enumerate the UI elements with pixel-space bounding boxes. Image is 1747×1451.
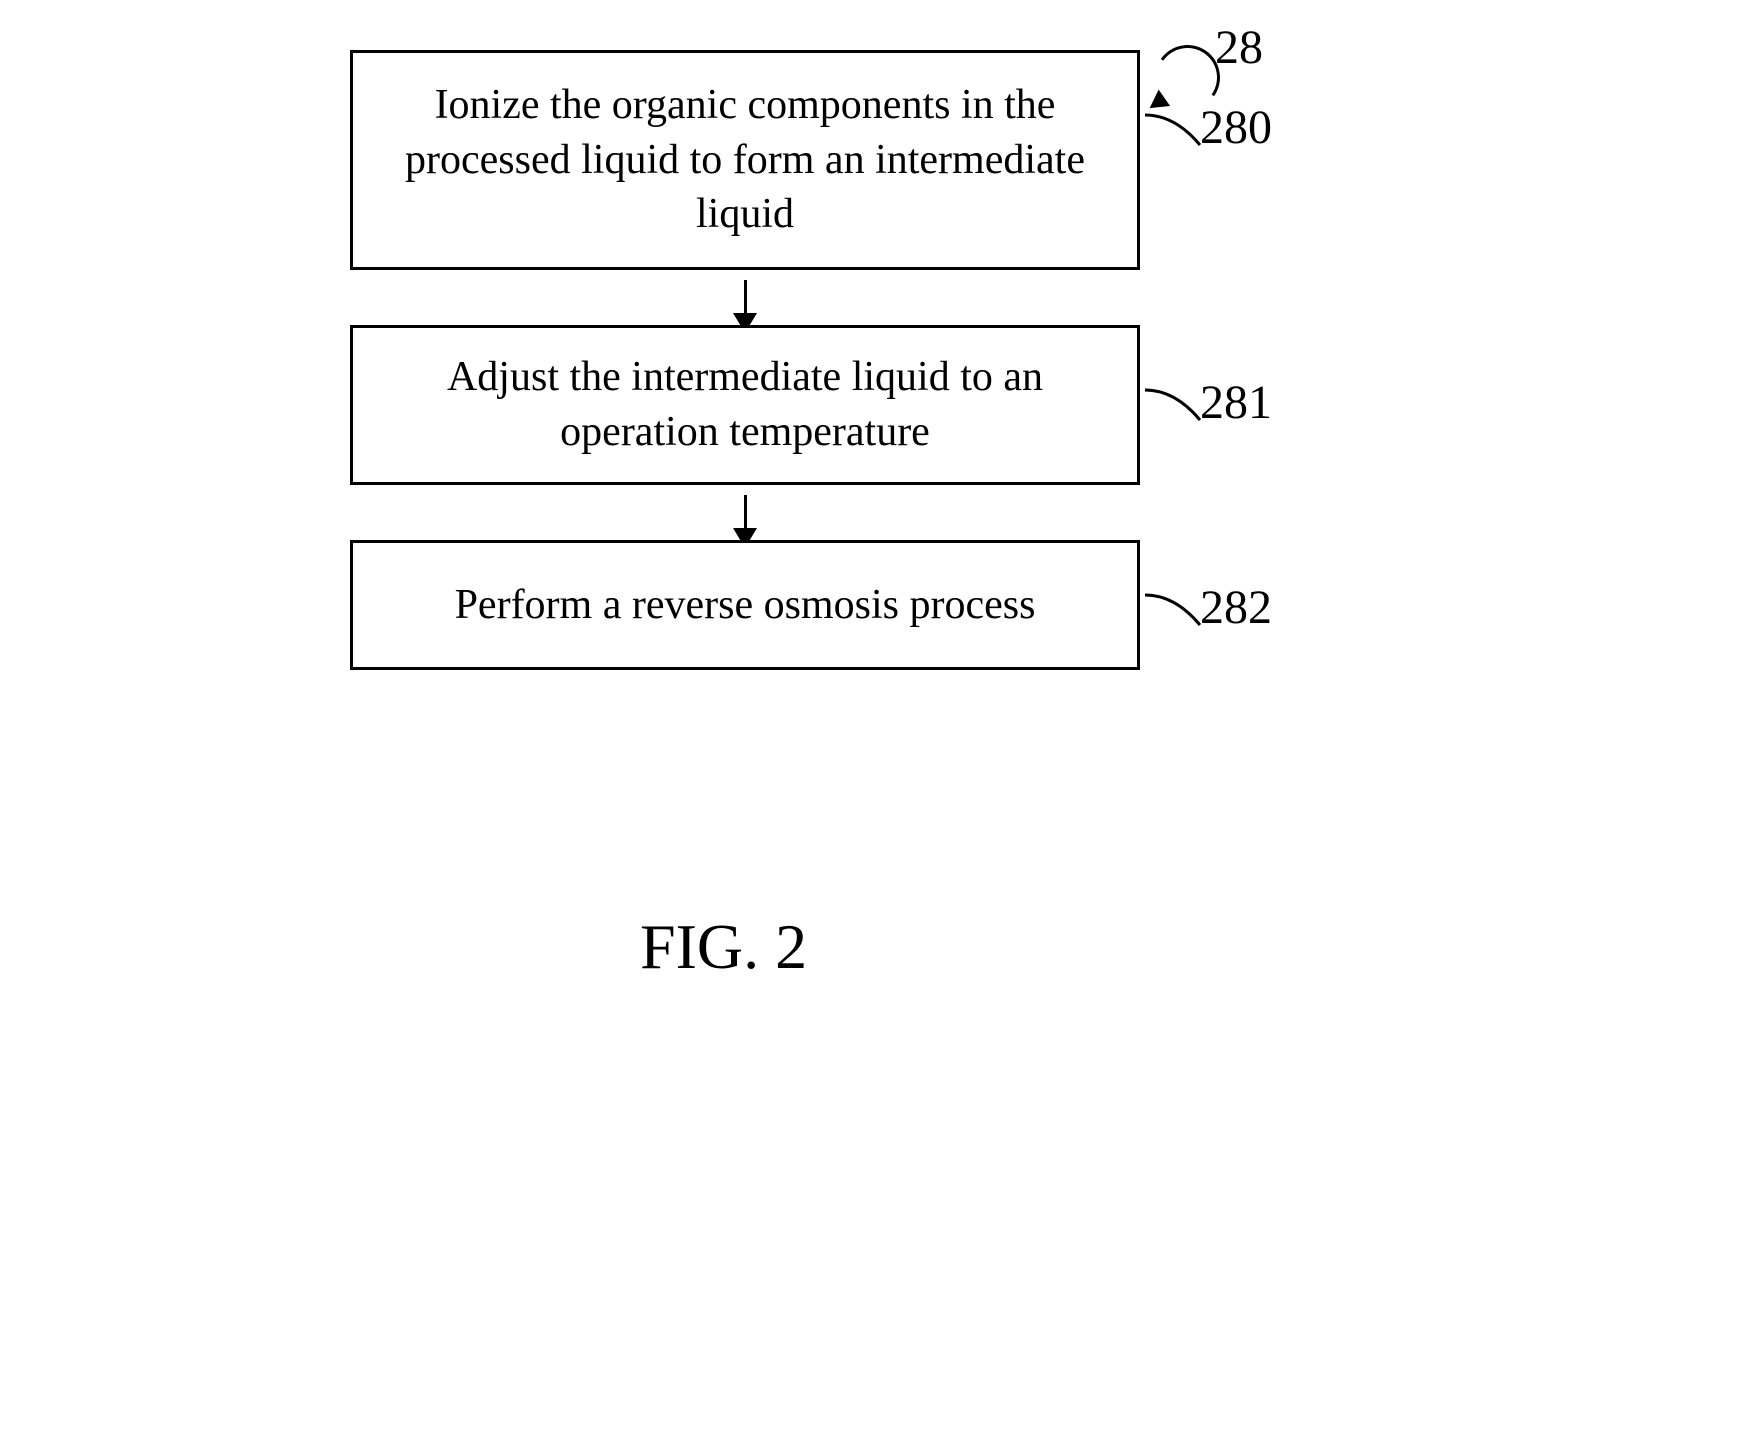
leader-curve-282 bbox=[1140, 590, 1210, 640]
arrow-down-icon bbox=[744, 495, 747, 530]
arrow-281-to-282 bbox=[350, 485, 1140, 540]
leader-curve-280 bbox=[1140, 110, 1210, 160]
ref-label-280: 280 bbox=[1200, 100, 1272, 155]
ref-label-28: 28 bbox=[1215, 20, 1263, 75]
step-281-text: Adjust the intermediate liquid to an ope… bbox=[383, 350, 1107, 459]
flow-step-280: Ionize the organic components in the pro… bbox=[350, 50, 1140, 270]
ref-label-282: 282 bbox=[1200, 580, 1272, 635]
step-280-text: Ionize the organic components in the pro… bbox=[383, 78, 1107, 242]
flow-step-282: Perform a reverse osmosis process bbox=[350, 540, 1140, 670]
figure-label: FIG. 2 bbox=[640, 910, 807, 984]
flow-step-281: Adjust the intermediate liquid to an ope… bbox=[350, 325, 1140, 485]
leader-curve-281 bbox=[1140, 385, 1210, 435]
step-282-text: Perform a reverse osmosis process bbox=[455, 578, 1036, 633]
arrow-down-icon bbox=[744, 280, 747, 315]
arrow-280-to-281 bbox=[350, 270, 1140, 325]
ref-label-281: 281 bbox=[1200, 375, 1272, 430]
